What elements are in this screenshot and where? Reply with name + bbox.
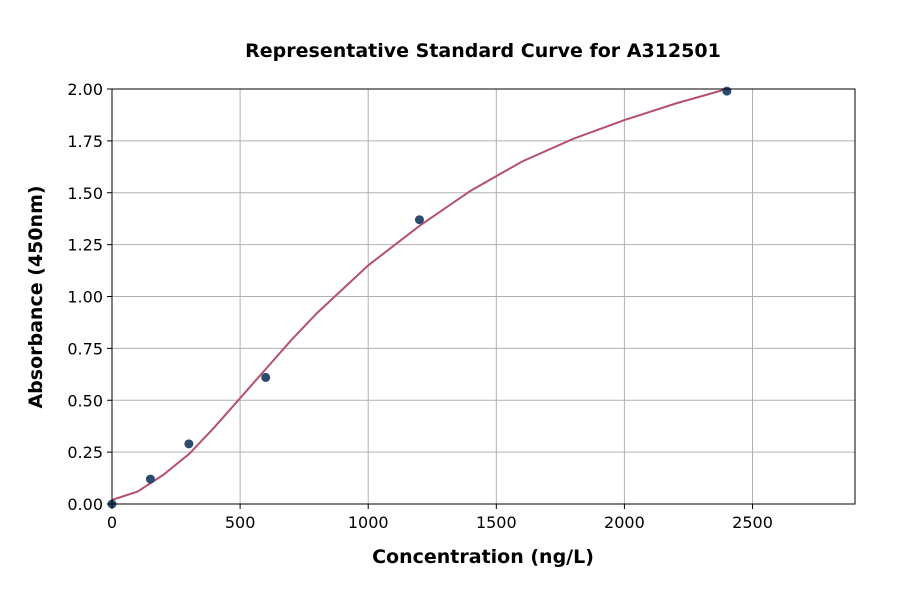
data-point (722, 86, 732, 96)
x-tick-label: 2500 (732, 513, 773, 532)
x-tick-label: 0 (107, 513, 117, 532)
x-tick-label: 1500 (476, 513, 517, 532)
grid (111, 88, 855, 505)
x-tick-label: 1000 (348, 513, 389, 532)
y-tick-label: 0.00 (67, 495, 103, 514)
y-tick-label: 1.00 (67, 288, 103, 307)
fit-curve-layer (111, 88, 728, 501)
y-tick-label: 1.50 (67, 184, 103, 203)
chart-title: Representative Standard Curve for A31250… (245, 40, 721, 62)
data-point (145, 474, 155, 484)
data-point (261, 372, 271, 382)
y-tick-label: 0.75 (67, 339, 103, 358)
data-point (184, 439, 194, 449)
data-points-layer (107, 86, 732, 509)
x-axis-ticks: 0 500 1000 1500 2000 2500 (107, 504, 773, 532)
y-tick-label: 1.75 (67, 132, 103, 151)
y-tick-label: 1.25 (67, 236, 103, 255)
x-tick-label: 2000 (604, 513, 645, 532)
y-axis-label: Absorbance (450nm) (25, 185, 47, 408)
fit-curve-line (111, 88, 728, 501)
x-tick-label: 500 (225, 513, 256, 532)
y-tick-label: 0.50 (67, 391, 103, 410)
y-tick-label: 0.25 (67, 443, 103, 462)
x-axis-label: Concentration (ng/L) (372, 546, 594, 568)
y-tick-label: 2.00 (67, 80, 103, 99)
y-axis-ticks: 0.00 0.25 0.50 0.75 1.00 1.25 1.50 1.75 2.00 (67, 80, 112, 514)
data-point (414, 215, 424, 225)
